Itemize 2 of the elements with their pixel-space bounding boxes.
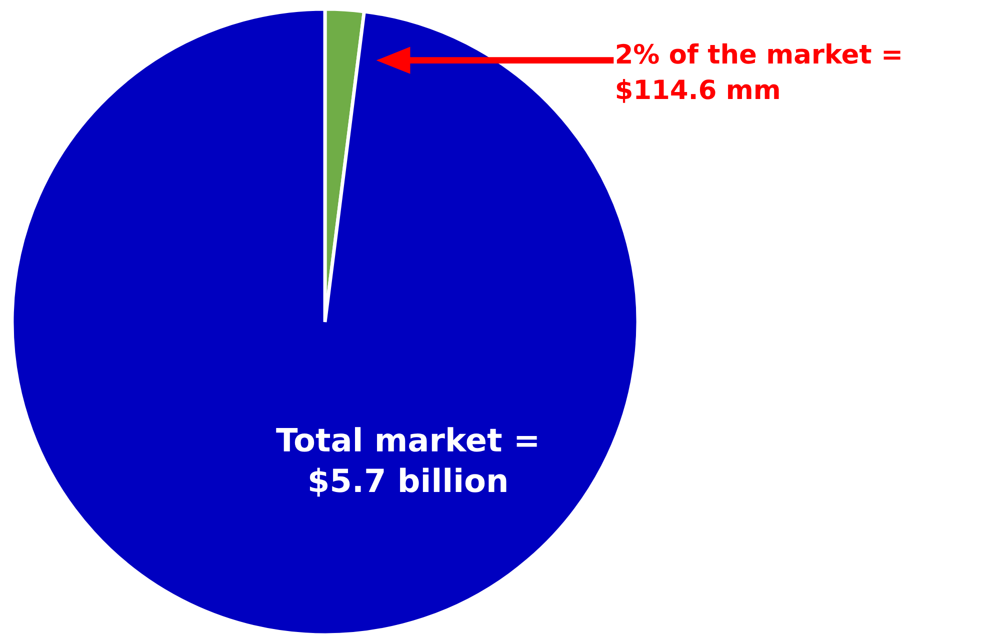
text: 2% of the market = $114.6 mm (616, 43, 900, 103)
data-label: Total market = $5.7 billion (276, 427, 537, 497)
